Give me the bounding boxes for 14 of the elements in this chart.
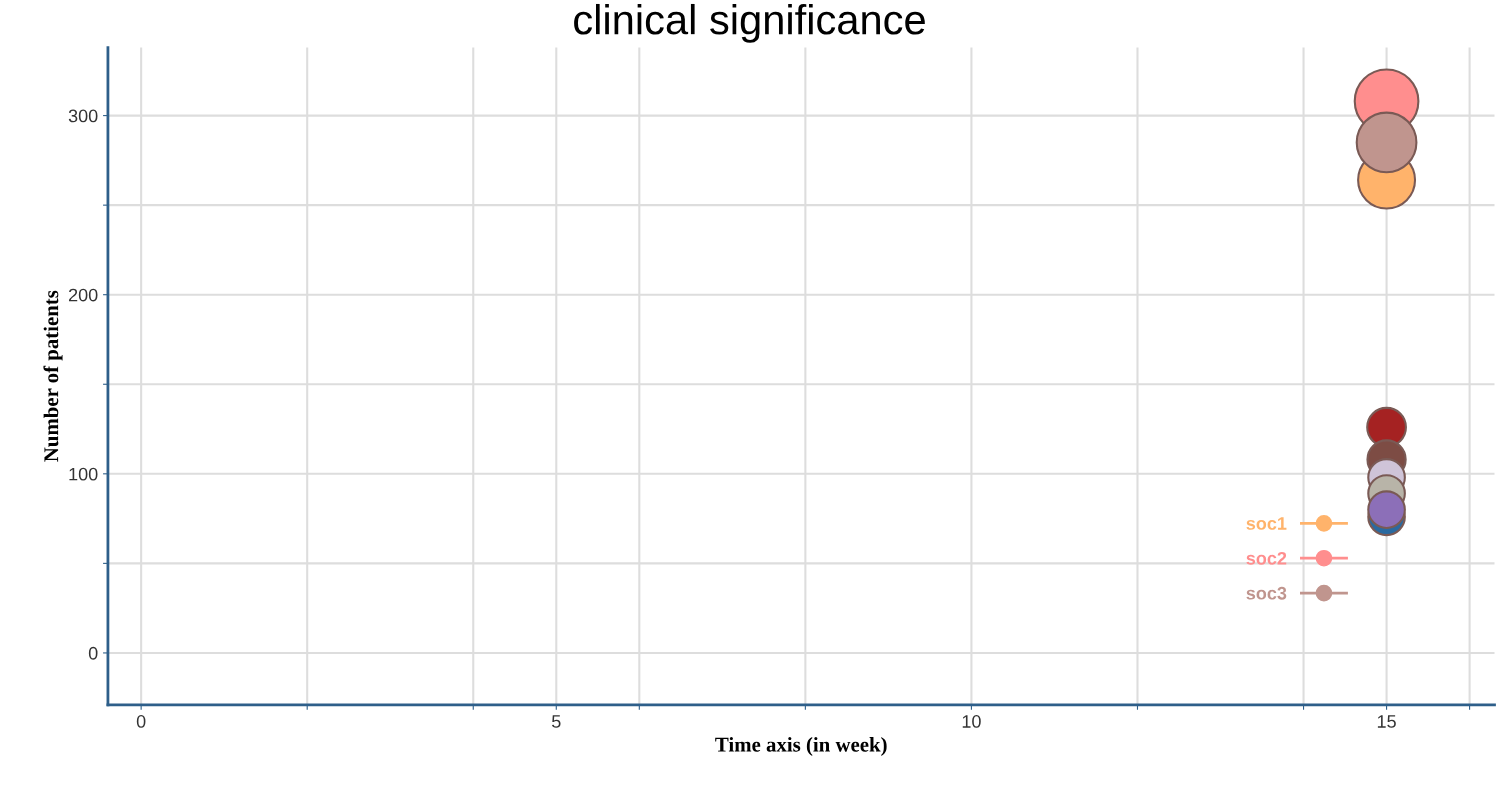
- x-tick-label: 0: [136, 715, 146, 728]
- x-tick-label: 10: [962, 715, 981, 728]
- legend-label: soc3: [1246, 586, 1287, 600]
- y-tick-label: 300: [68, 109, 98, 123]
- y-tick-label: 100: [69, 467, 98, 481]
- y-tick-label: 200: [68, 288, 98, 302]
- y-axis-title: Number of patients: [43, 290, 63, 462]
- x-axis-title: Time axis (in week): [715, 736, 887, 756]
- legend-label: soc2: [1246, 551, 1287, 565]
- x-tick-label: 5: [551, 715, 561, 728]
- x-tick-label: 15: [1377, 715, 1396, 728]
- y-tick-label: 0: [88, 646, 98, 660]
- legend-label: soc1: [1246, 517, 1287, 530]
- chart-title: clinical significance: [574, 3, 925, 43]
